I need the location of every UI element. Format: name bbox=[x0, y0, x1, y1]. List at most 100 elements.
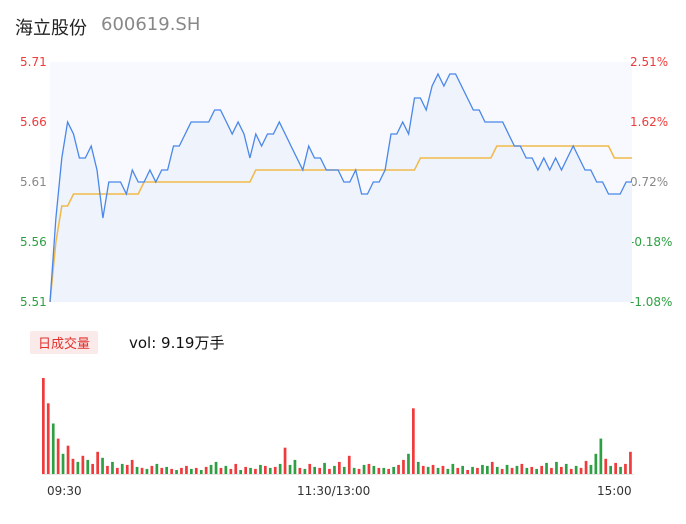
volume-bar bbox=[175, 470, 178, 474]
volume-bar bbox=[42, 378, 45, 474]
average-price-line bbox=[49, 145, 632, 303]
volume-bar bbox=[338, 461, 341, 474]
price-area bbox=[50, 74, 632, 302]
volume-bar bbox=[111, 461, 114, 474]
volume-total: vol: 9.19万手 bbox=[129, 334, 225, 352]
volume-bar bbox=[76, 461, 80, 474]
volume-bar bbox=[421, 465, 425, 474]
volume-bar bbox=[333, 465, 336, 474]
volume-bar bbox=[328, 468, 331, 474]
volume-bar bbox=[535, 468, 538, 474]
volume-bar bbox=[560, 466, 563, 474]
volume-bar bbox=[224, 465, 228, 474]
volume-bar bbox=[352, 467, 356, 474]
price-tick: 5.71 bbox=[20, 55, 47, 69]
volume-bar bbox=[116, 467, 119, 474]
volume-bar bbox=[540, 465, 543, 474]
volume-bar bbox=[441, 465, 445, 474]
price-tick: 5.51 bbox=[20, 295, 47, 309]
volume-bar bbox=[81, 455, 85, 474]
price-line bbox=[49, 72, 632, 303]
volume-bar bbox=[594, 453, 598, 474]
volume-bar bbox=[510, 467, 514, 474]
volume-bar bbox=[456, 467, 460, 474]
volume-bar bbox=[91, 463, 94, 474]
volume-bar bbox=[120, 463, 124, 474]
volume-bar bbox=[589, 464, 593, 474]
volume-bar bbox=[564, 463, 568, 474]
volume-bar bbox=[204, 466, 208, 474]
volume-bar bbox=[569, 468, 573, 474]
volume-bar bbox=[288, 464, 292, 474]
volume-bar bbox=[624, 463, 627, 474]
volume-bar bbox=[199, 470, 203, 474]
volume-bar bbox=[254, 468, 257, 474]
volume-bar bbox=[402, 459, 405, 474]
volume-bar bbox=[397, 464, 400, 474]
volume-bar bbox=[86, 459, 90, 474]
volume-bar bbox=[481, 464, 484, 474]
volume-bar bbox=[342, 466, 346, 474]
volume-bar bbox=[495, 466, 499, 474]
volume-bar bbox=[614, 462, 617, 474]
volume-bar bbox=[106, 465, 109, 474]
volume-bar bbox=[461, 465, 464, 474]
percent-tick: 1.62% bbox=[630, 115, 668, 129]
volume-bar bbox=[273, 466, 277, 474]
volume-bar bbox=[135, 466, 139, 474]
percent-tick: 2.51% bbox=[630, 55, 668, 69]
volume-bar bbox=[505, 464, 509, 474]
price-lines bbox=[49, 72, 632, 303]
volume-bar bbox=[604, 458, 608, 474]
volume-bar bbox=[471, 466, 474, 474]
volume-bar bbox=[382, 467, 386, 474]
volume-bar bbox=[367, 463, 371, 474]
volume-bar bbox=[609, 465, 612, 474]
percent-tick: 0.72% bbox=[630, 175, 668, 189]
time-tick: 11:30/13:00 bbox=[297, 484, 370, 498]
volume-bar bbox=[308, 463, 312, 474]
volume-bar bbox=[387, 468, 390, 474]
volume-bar bbox=[407, 453, 410, 474]
volume-bar bbox=[446, 468, 450, 474]
volume-bar bbox=[150, 465, 154, 474]
volume-bar bbox=[574, 465, 578, 474]
volume-bar bbox=[180, 467, 183, 474]
volume-bar bbox=[313, 466, 316, 474]
price-tick: 5.61 bbox=[20, 175, 47, 189]
volume-bar bbox=[323, 462, 326, 474]
volume-bar bbox=[436, 467, 440, 474]
volume-bar bbox=[244, 466, 247, 474]
volume-bar bbox=[530, 466, 534, 474]
volume-bar bbox=[431, 464, 435, 474]
volume-bar bbox=[229, 468, 233, 474]
price-tick: 5.56 bbox=[20, 235, 47, 249]
percent-tick: -0.18% bbox=[630, 235, 672, 249]
volume-bar bbox=[629, 451, 632, 474]
volume-bar bbox=[170, 468, 173, 474]
volume-bar bbox=[155, 463, 159, 474]
volume-bar bbox=[278, 463, 282, 474]
volume-bars bbox=[42, 378, 634, 475]
volume-bar bbox=[264, 465, 267, 474]
time-tick: 15:00 bbox=[597, 484, 632, 498]
volume-bar bbox=[550, 467, 553, 474]
volume-bar bbox=[362, 464, 366, 474]
volume-bar bbox=[392, 466, 395, 474]
volume-bar bbox=[46, 403, 50, 474]
time-axis: 09:30 11:30/13:00 15:00 bbox=[47, 484, 632, 498]
volume-bar bbox=[239, 470, 242, 474]
volume-bar bbox=[490, 461, 494, 474]
volume-bar bbox=[249, 467, 252, 474]
volume-bar bbox=[372, 465, 376, 474]
volume-bar bbox=[160, 467, 164, 474]
volume-bar bbox=[214, 461, 218, 474]
price-tick: 5.66 bbox=[20, 115, 47, 129]
stock-code: 600619.SH bbox=[101, 14, 201, 35]
volume-bar bbox=[451, 463, 455, 474]
price-axis: 5.71 5.66 5.61 5.56 5.51 bbox=[20, 55, 47, 309]
volume-bar bbox=[416, 461, 420, 474]
volume-bar bbox=[219, 467, 223, 474]
volume-bar bbox=[426, 466, 430, 474]
